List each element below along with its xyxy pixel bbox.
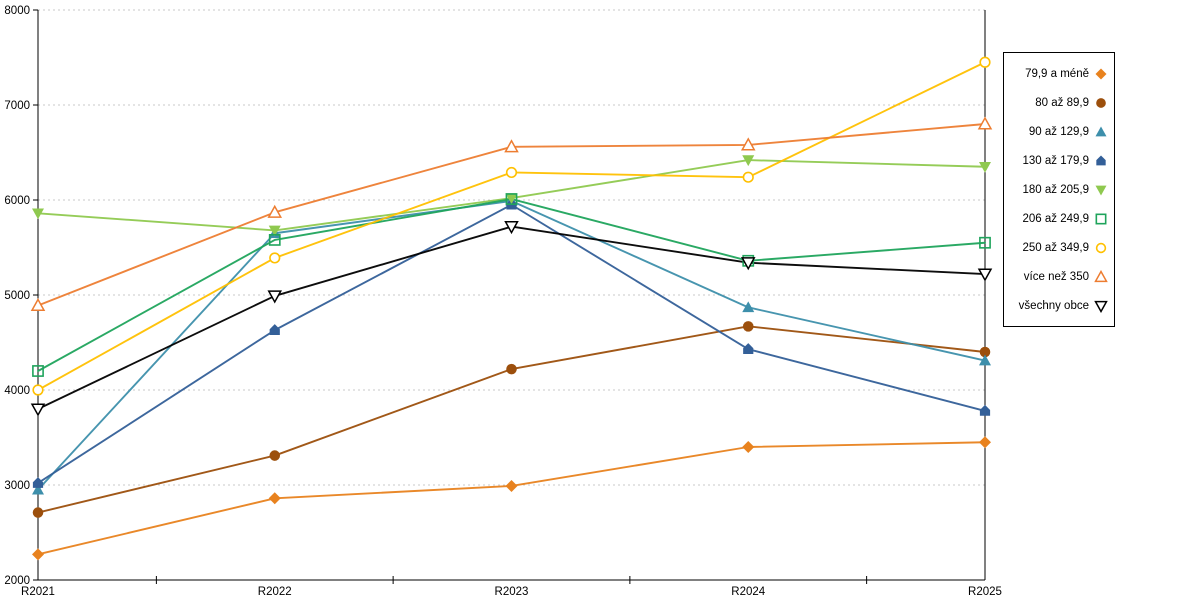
series-marker-triangle-down-open-icon [740, 257, 756, 271]
series-marker-diamond-icon [1095, 68, 1107, 79]
series-marker-triangle-down-icon [1095, 185, 1107, 195]
legend-marker-triangle-down-icon [1095, 185, 1107, 195]
series-marker-triangle-up-open-icon [977, 116, 993, 130]
chart-legend: 79,9 a méně 80 až 89,9 90 až 129,9 130 až 1… [1003, 52, 1115, 327]
series-marker-triangle-up-open-icon [267, 204, 283, 218]
x-axis-tick-label: R2025 [968, 586, 1002, 598]
series-marker-triangle-up-open-icon [30, 297, 46, 311]
x-axis-tick-label: R2023 [495, 586, 529, 598]
legend-marker-triangle-down-open-icon [1094, 300, 1108, 313]
series-marker-circle-icon [269, 450, 281, 461]
legend-marker-triangle-up-open-icon [1094, 269, 1108, 282]
series-marker-pentagon-icon [743, 343, 754, 354]
series-marker-triangle-up-icon [742, 301, 755, 313]
legend-marker-diamond-icon [1095, 68, 1107, 79]
legend-item: 79,9 a méně [1010, 59, 1108, 88]
y-axis-tick-label: 8000 [4, 5, 30, 17]
legend-item-label: 180 až 205,9 [1022, 183, 1089, 196]
series-marker-pentagon-icon [32, 477, 44, 488]
legend-item-label: 250 až 349,9 [1022, 241, 1089, 254]
series-marker-pentagon-icon [1096, 155, 1106, 165]
legend-marker-pentagon-icon [1096, 155, 1106, 165]
series-marker-diamond-icon [742, 441, 755, 453]
legend-item-label: 130 až 179,9 [1022, 154, 1089, 167]
x-axis-tick-label: R2021 [21, 586, 55, 598]
y-axis-tick-label: 6000 [4, 195, 30, 207]
series-marker-triangle-down-open-icon [267, 290, 283, 304]
series-marker-triangle-up-icon [979, 354, 991, 366]
series-marker-circle-open-icon [742, 171, 754, 183]
legend-item-label: 79,9 a méně [1025, 67, 1089, 80]
series-marker-square-open-icon [979, 236, 991, 249]
series-marker-circle-icon [32, 507, 44, 518]
series-marker-circle-open-icon [1095, 242, 1107, 253]
legend-marker-triangle-up-icon [1095, 126, 1107, 136]
series-marker-triangle-up-icon [1095, 126, 1107, 136]
series-marker-triangle-down-open-icon [1094, 300, 1108, 313]
series-marker-triangle-down-open-icon [504, 221, 519, 235]
series-line [37, 199, 986, 491]
series-marker-diamond-icon [505, 479, 518, 492]
series-marker-triangle-down-icon [979, 161, 991, 173]
series-marker-triangle-down-open-icon [30, 403, 46, 417]
series-marker-circle-open-icon [32, 384, 44, 396]
legend-item-label: všechny obce [1018, 299, 1089, 312]
series-marker-triangle-up-icon [32, 483, 44, 495]
series-marker-triangle-down-icon [268, 225, 281, 237]
series-marker-diamond-icon [32, 548, 44, 561]
series-marker-triangle-down-icon [505, 193, 518, 205]
series-marker-circle-open-icon [505, 166, 518, 179]
series-marker-triangle-down-icon [742, 155, 755, 167]
series-marker-circle-icon [979, 346, 991, 358]
legend-item: 180 až 205,9 [1010, 175, 1108, 204]
series-marker-square-open-icon [268, 234, 281, 246]
legend-item: 90 až 129,9 [1010, 117, 1108, 146]
x-axis-tick-label: R2022 [258, 586, 292, 598]
series-marker-triangle-up-open-icon [504, 139, 519, 153]
series-marker-diamond-icon [268, 492, 281, 505]
legend-item: 206 až 249,9 [1010, 204, 1108, 233]
series-marker-diamond-icon [979, 436, 991, 449]
legend-item-label: 206 až 249,9 [1022, 212, 1089, 225]
series-marker-circle-icon [506, 363, 517, 375]
x-axis-tick-label: R2024 [731, 586, 765, 598]
series-marker-triangle-down-icon [32, 208, 44, 220]
series-marker-square-open-icon [1095, 213, 1107, 224]
legend-item: všechny obce [1010, 291, 1108, 320]
y-axis-tick-label: 7000 [4, 100, 30, 112]
legend-item: 250 až 349,9 [1010, 233, 1108, 262]
legend-marker-circle-open-icon [1095, 242, 1107, 253]
legend-item: 130 až 179,9 [1010, 146, 1108, 175]
series-marker-circle-open-icon [269, 252, 281, 264]
series-marker-circle-icon [742, 321, 754, 332]
series-marker-square-open-icon [505, 193, 518, 205]
series-marker-circle-icon [1096, 97, 1106, 108]
y-axis-tick-label: 2000 [4, 575, 30, 587]
y-axis-tick-label: 5000 [4, 290, 30, 302]
legend-marker-circle-icon [1096, 97, 1106, 108]
y-axis-tick-label: 3000 [4, 480, 30, 492]
series-line [37, 441, 986, 556]
series-marker-circle-open-icon [979, 56, 991, 68]
legend-item: více než 350 [1010, 262, 1108, 291]
legend-item-label: více než 350 [1023, 270, 1089, 283]
series-marker-triangle-up-open-icon [1094, 269, 1108, 282]
legend-item-label: 80 až 89,9 [1035, 96, 1089, 109]
series-marker-pentagon-icon [269, 324, 280, 335]
series-marker-triangle-up-open-icon [740, 137, 756, 151]
legend-item: 80 až 89,9 [1010, 88, 1108, 117]
series-marker-pentagon-icon [979, 404, 991, 416]
series-line [37, 203, 986, 485]
y-axis-tick-label: 4000 [4, 385, 30, 397]
series-marker-triangle-down-open-icon [977, 268, 993, 282]
legend-marker-square-open-icon [1095, 213, 1107, 224]
series-marker-square-open-icon [32, 365, 44, 377]
legend-item-label: 90 až 129,9 [1028, 125, 1089, 138]
